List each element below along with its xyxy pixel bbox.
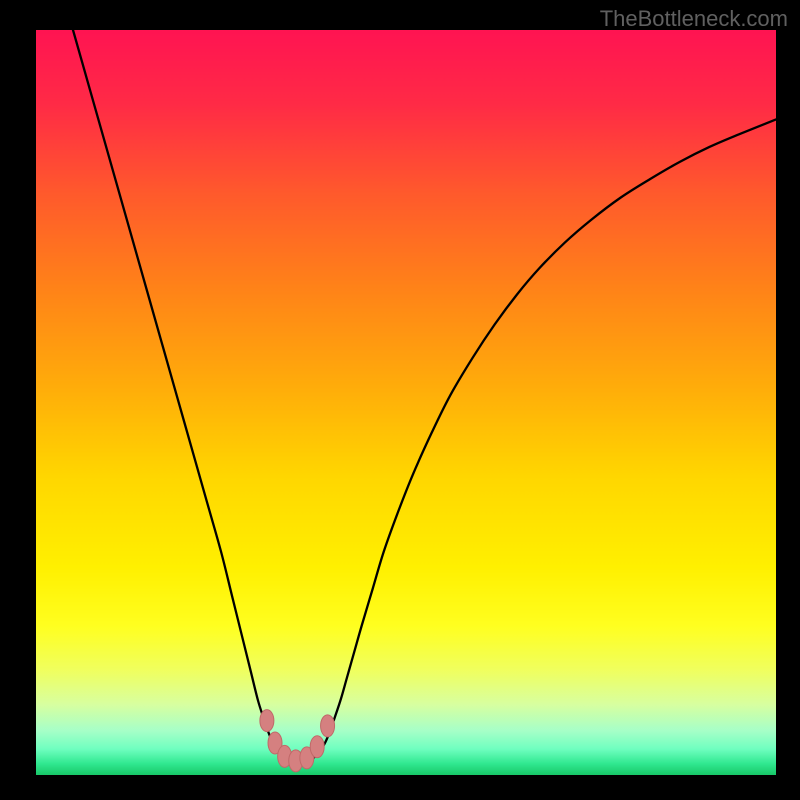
curve-marker: [260, 710, 274, 732]
bottleneck-curve: [73, 30, 776, 763]
curve-marker: [310, 736, 324, 758]
plot-area: [36, 30, 776, 775]
marker-group: [260, 710, 335, 772]
curve-marker: [321, 715, 335, 737]
chart-svg: [36, 30, 776, 775]
watermark-text: TheBottleneck.com: [600, 6, 788, 32]
